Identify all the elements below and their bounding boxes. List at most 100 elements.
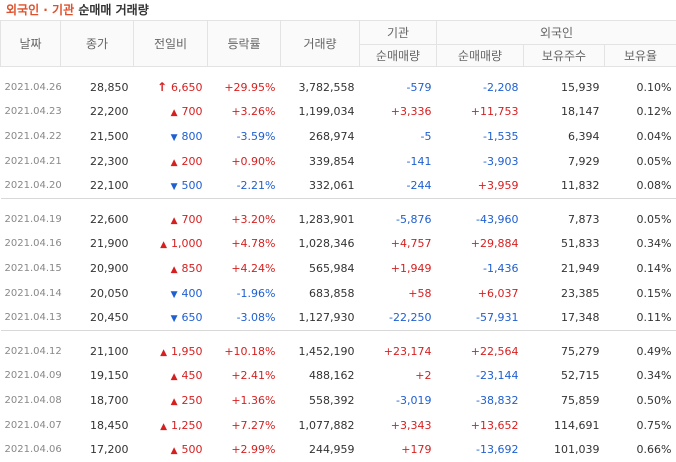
up-triangle-icon: ▲ — [171, 446, 178, 456]
cell-volume: 1,077,882 — [281, 413, 360, 438]
cell-institution-net: -141 — [360, 149, 437, 174]
cell-change: ↑6,650 — [134, 75, 208, 100]
cell-volume: 3,782,558 — [281, 75, 360, 100]
cell-change-value: 1,950 — [171, 345, 203, 358]
cell-volume: 1,028,346 — [281, 232, 360, 257]
cell-change-value: 1,250 — [171, 419, 203, 432]
title-rest: 순매매 거래량 — [74, 3, 149, 17]
cell-ratio: 0.08% — [605, 173, 676, 198]
up-triangle-icon: ▲ — [160, 348, 167, 358]
cell-holding: 23,385 — [524, 281, 605, 306]
cell-foreign-net: -23,144 — [437, 364, 524, 389]
cell-change-value: 500 — [182, 179, 203, 192]
cell-rate: +7.27% — [208, 413, 281, 438]
cell-rate: -2.21% — [208, 173, 281, 198]
cell-holding: 18,147 — [524, 100, 605, 125]
up-triangle-icon: ▲ — [160, 240, 167, 250]
cell-institution-net: +3,336 — [360, 100, 437, 125]
cell-date: 2021.04.12 — [1, 339, 61, 364]
cell-volume: 558,392 — [281, 388, 360, 413]
cell-date: 2021.04.13 — [1, 305, 61, 330]
net-trading-table: 날짜 종가 전일비 등락률 거래량 기관 외국인 순매매량 순매매량 보유주수 … — [0, 20, 676, 462]
group-spacer — [1, 198, 676, 207]
cell-change: ▲250 — [134, 388, 208, 413]
cell-close: 22,100 — [61, 173, 134, 198]
cell-institution-net: +179 — [360, 437, 437, 462]
cell-date: 2021.04.22 — [1, 124, 61, 149]
cell-change-value: 6,650 — [171, 81, 203, 94]
cell-close: 22,300 — [61, 149, 134, 174]
header-foreign-net: 순매매량 — [437, 45, 524, 67]
cell-institution-net: -579 — [360, 75, 437, 100]
cell-foreign-net: -43,960 — [437, 207, 524, 232]
cell-close: 20,450 — [61, 305, 134, 330]
cell-foreign-net: -3,903 — [437, 149, 524, 174]
cell-rate: +2.41% — [208, 364, 281, 389]
cell-change-value: 850 — [182, 262, 203, 275]
title-dot: · — [39, 3, 52, 17]
cell-foreign-net: +11,753 — [437, 100, 524, 125]
down-triangle-icon: ▼ — [171, 133, 178, 143]
cell-foreign-net: +3,959 — [437, 173, 524, 198]
cell-close: 21,500 — [61, 124, 134, 149]
cell-ratio: 0.15% — [605, 281, 676, 306]
cell-holding: 101,039 — [524, 437, 605, 462]
cell-foreign-net: -1,436 — [437, 256, 524, 281]
cell-rate: +2.99% — [208, 437, 281, 462]
cell-change-value: 500 — [182, 443, 203, 456]
cell-close: 18,450 — [61, 413, 134, 438]
cell-rate: +4.78% — [208, 232, 281, 257]
down-triangle-icon: ▼ — [171, 290, 178, 300]
header-change: 전일비 — [134, 21, 208, 67]
cell-change: ▼ 650 — [134, 305, 208, 330]
cell-date: 2021.04.08 — [1, 388, 61, 413]
cell-close: 18,700 — [61, 388, 134, 413]
cell-rate: +0.90% — [208, 149, 281, 174]
cell-change-value: 800 — [182, 130, 203, 143]
cell-ratio: 0.34% — [605, 232, 676, 257]
cell-foreign-net: +13,652 — [437, 413, 524, 438]
cell-holding: 114,691 — [524, 413, 605, 438]
cell-volume: 565,984 — [281, 256, 360, 281]
cell-close: 28,850 — [61, 75, 134, 100]
cell-institution-net: -3,019 — [360, 388, 437, 413]
cell-date: 2021.04.15 — [1, 256, 61, 281]
cell-ratio: 0.14% — [605, 256, 676, 281]
cell-volume: 488,162 — [281, 364, 360, 389]
cell-rate: +3.20% — [208, 207, 281, 232]
cell-date: 2021.04.19 — [1, 207, 61, 232]
cell-change-value: 250 — [182, 394, 203, 407]
cell-holding: 15,939 — [524, 75, 605, 100]
cell-close: 20,900 — [61, 256, 134, 281]
cell-change-value: 650 — [182, 311, 203, 324]
cell-change: ▲ 1,000 — [134, 232, 208, 257]
header-holding: 보유주수 — [524, 45, 605, 67]
up-triangle-icon: ▲ — [171, 158, 178, 168]
cell-close: 22,200 — [61, 100, 134, 125]
cell-change: ▼ 800 — [134, 124, 208, 149]
cell-foreign-net: +6,037 — [437, 281, 524, 306]
cell-foreign-net: -2,208 — [437, 75, 524, 100]
cell-volume: 268,974 — [281, 124, 360, 149]
cell-ratio: 0.10% — [605, 75, 676, 100]
cell-ratio: 0.04% — [605, 124, 676, 149]
cell-ratio: 0.05% — [605, 149, 676, 174]
up-triangle-icon: ▲ — [171, 372, 178, 382]
up-triangle-icon: ▲ — [171, 265, 178, 275]
cell-volume: 683,858 — [281, 281, 360, 306]
cell-ratio: 0.12% — [605, 100, 676, 125]
up-triangle-icon: ▲ — [171, 108, 178, 118]
down-triangle-icon: ▼ — [171, 314, 178, 324]
cell-rate: -3.08% — [208, 305, 281, 330]
cell-change-value: 1,000 — [171, 237, 203, 250]
cell-rate: +10.18% — [208, 339, 281, 364]
cell-institution-net: +23,174 — [360, 339, 437, 364]
down-triangle-icon: ▼ — [171, 182, 178, 192]
title-foreign: 외국인 — [6, 3, 39, 17]
